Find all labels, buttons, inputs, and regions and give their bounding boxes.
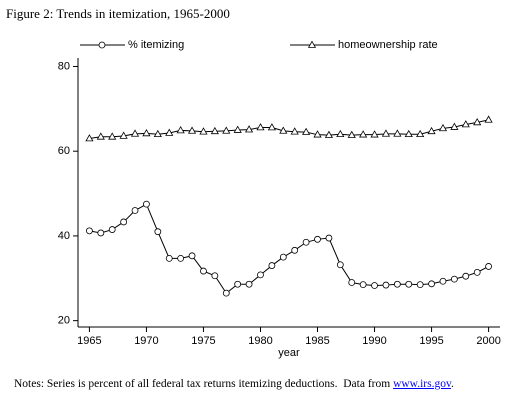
- point: [211, 272, 219, 280]
- x-tick-label: 1965: [77, 335, 101, 347]
- point: [279, 253, 287, 261]
- legend-label: homeownership rate: [338, 39, 438, 51]
- point: [268, 262, 276, 269]
- point: [120, 218, 128, 226]
- point: [165, 254, 173, 262]
- chart: 20 40 60 80 1965 1970 1975 1980 1985 1990 1995 2000…: [58, 39, 501, 359]
- point: [210, 126, 219, 135]
- point: [359, 281, 367, 289]
- point: [244, 125, 254, 133]
- point: [176, 126, 185, 134]
- x-tick-label: 1970: [134, 335, 158, 347]
- x-tick-label: 1985: [305, 335, 329, 347]
- point: [97, 229, 105, 237]
- figure-title: Figure 2: Trends in itemization, 1965-20…: [6, 6, 230, 21]
- point: [200, 267, 207, 275]
- point: [188, 252, 196, 260]
- x-tick-label: 1995: [419, 335, 443, 347]
- point: [450, 275, 458, 283]
- point: [302, 127, 311, 135]
- point: [267, 123, 276, 131]
- point: [416, 129, 425, 138]
- point: [405, 280, 413, 288]
- point: [461, 120, 470, 128]
- point: [222, 289, 230, 297]
- point: [290, 127, 299, 135]
- point: [404, 129, 413, 138]
- point: [484, 115, 493, 123]
- point: [325, 234, 333, 242]
- point: [234, 280, 242, 288]
- x-tick-label: 1980: [248, 335, 272, 347]
- point: [119, 131, 128, 139]
- point: [279, 126, 288, 134]
- point: [130, 129, 140, 137]
- point: [143, 200, 150, 208]
- note-text: Notes: Series is percent of all federal …: [14, 378, 394, 390]
- point: [393, 129, 402, 137]
- point: [222, 126, 231, 134]
- point: [142, 128, 151, 137]
- point: [359, 130, 368, 138]
- point: [370, 130, 379, 138]
- point: [314, 235, 321, 243]
- point: [131, 207, 139, 214]
- point: [177, 254, 185, 262]
- point: [382, 281, 390, 289]
- legend-marker: [307, 40, 317, 48]
- point: [302, 238, 310, 246]
- point: [347, 130, 356, 138]
- x-tick-label: 2000: [476, 335, 500, 347]
- point: [393, 280, 401, 288]
- x-tick-label: 1975: [191, 335, 215, 347]
- point: [85, 134, 94, 142]
- point: [86, 227, 93, 235]
- point: [416, 281, 424, 289]
- legend-marker: [98, 41, 106, 49]
- point: [291, 246, 299, 254]
- point: [313, 130, 322, 138]
- point: [187, 126, 197, 134]
- y-tick-label: 80: [58, 60, 70, 72]
- note: Notes: Series is percent of all federal …: [14, 378, 454, 390]
- point: [245, 280, 253, 288]
- point: [108, 132, 117, 140]
- point: [485, 263, 492, 270]
- y-tick-label: 60: [58, 145, 70, 157]
- point: [108, 226, 116, 233]
- point: [256, 123, 265, 131]
- point: [427, 126, 436, 135]
- x-axis-label: year: [278, 347, 300, 359]
- point: [348, 279, 356, 286]
- point: [336, 261, 344, 269]
- y-tick-label: 20: [58, 315, 70, 327]
- point: [439, 277, 447, 285]
- series-line: [89, 203, 489, 294]
- point: [154, 228, 162, 236]
- point: [381, 129, 391, 137]
- point: [233, 125, 242, 133]
- point: [96, 132, 105, 140]
- point: [450, 122, 459, 130]
- point: [462, 272, 470, 280]
- point: [473, 117, 482, 126]
- point: [324, 130, 334, 138]
- point: [371, 282, 378, 289]
- point: [473, 268, 481, 276]
- legend-label: % itemizing: [128, 39, 184, 51]
- point: [153, 129, 162, 138]
- note-end: .: [450, 378, 454, 390]
- point: [257, 271, 264, 279]
- point: [336, 129, 345, 138]
- x-tick-label: 1990: [362, 335, 386, 347]
- note-link[interactable]: www.irs.gov: [393, 378, 451, 390]
- point: [428, 280, 435, 288]
- point: [438, 123, 448, 132]
- point: [165, 128, 174, 136]
- y-tick-label: 40: [58, 230, 70, 242]
- point: [199, 127, 208, 135]
